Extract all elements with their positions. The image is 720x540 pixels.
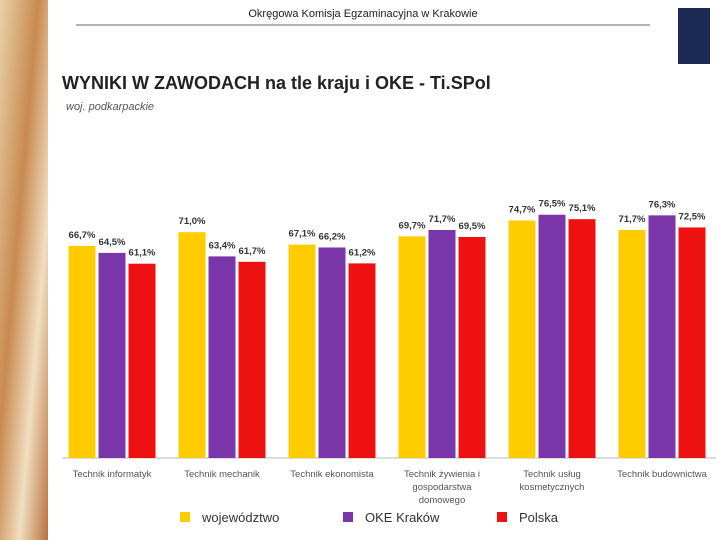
bar xyxy=(398,236,426,458)
bar xyxy=(458,236,486,458)
bar xyxy=(98,252,126,458)
bar xyxy=(648,215,676,458)
value-label: 64,5% xyxy=(99,237,126,248)
legend-marker xyxy=(497,512,507,522)
bar xyxy=(288,244,316,458)
value-label: 72,5% xyxy=(679,211,706,222)
value-label: 63,4% xyxy=(209,240,236,251)
bar xyxy=(568,219,596,458)
x-tick-label: Technik informatyk xyxy=(72,469,152,480)
value-label: 74,7% xyxy=(509,204,536,215)
value-label: 76,3% xyxy=(649,199,676,210)
value-label: 76,5% xyxy=(539,199,566,210)
legend-marker xyxy=(343,512,353,522)
bar xyxy=(318,247,346,458)
chart-title: WYNIKI W ZAWODACH na tle kraju i OKE - T… xyxy=(62,73,491,93)
x-tick-label: Technik mechanik xyxy=(184,469,260,480)
bar xyxy=(208,256,236,458)
logo xyxy=(678,8,710,64)
chart-subtitle: woj. podkarpackie xyxy=(66,101,154,113)
bar xyxy=(238,261,266,458)
value-label: 61,2% xyxy=(349,247,376,258)
bar xyxy=(428,229,456,458)
x-tick-label: Technik budownictwa xyxy=(617,469,707,480)
bar xyxy=(678,227,706,458)
value-label: 61,1% xyxy=(129,248,156,259)
value-label: 71,7% xyxy=(429,214,456,225)
legend-marker xyxy=(180,512,190,522)
value-label: 66,2% xyxy=(319,231,346,242)
bar xyxy=(348,263,376,458)
value-label: 66,7% xyxy=(69,230,96,241)
value-label: 69,7% xyxy=(399,220,426,231)
bar xyxy=(68,245,96,458)
bar xyxy=(618,229,646,458)
x-tick-label: Technik żywienia i gospodarstwa domowego xyxy=(403,469,481,506)
value-label: 61,7% xyxy=(239,246,266,257)
legend-label: Polska xyxy=(519,510,559,525)
x-tick-label: Technik ekonomista xyxy=(290,469,374,480)
value-label: 75,1% xyxy=(569,203,596,214)
legend-label: województwo xyxy=(201,510,279,525)
bar xyxy=(128,263,156,458)
value-label: 71,7% xyxy=(619,214,646,225)
bar xyxy=(508,220,536,458)
value-label: 67,1% xyxy=(289,229,316,240)
bar xyxy=(178,232,206,458)
decoration xyxy=(0,0,48,540)
bar xyxy=(538,214,566,458)
legend-label: OKE Kraków xyxy=(365,510,440,525)
header: Okręgowa Komisja Egzaminacyjna w Krakowi… xyxy=(248,8,477,20)
value-label: 69,5% xyxy=(459,221,486,232)
x-tick-label: Technik usług kosmetycznych xyxy=(519,469,585,493)
value-label: 71,0% xyxy=(179,216,206,227)
